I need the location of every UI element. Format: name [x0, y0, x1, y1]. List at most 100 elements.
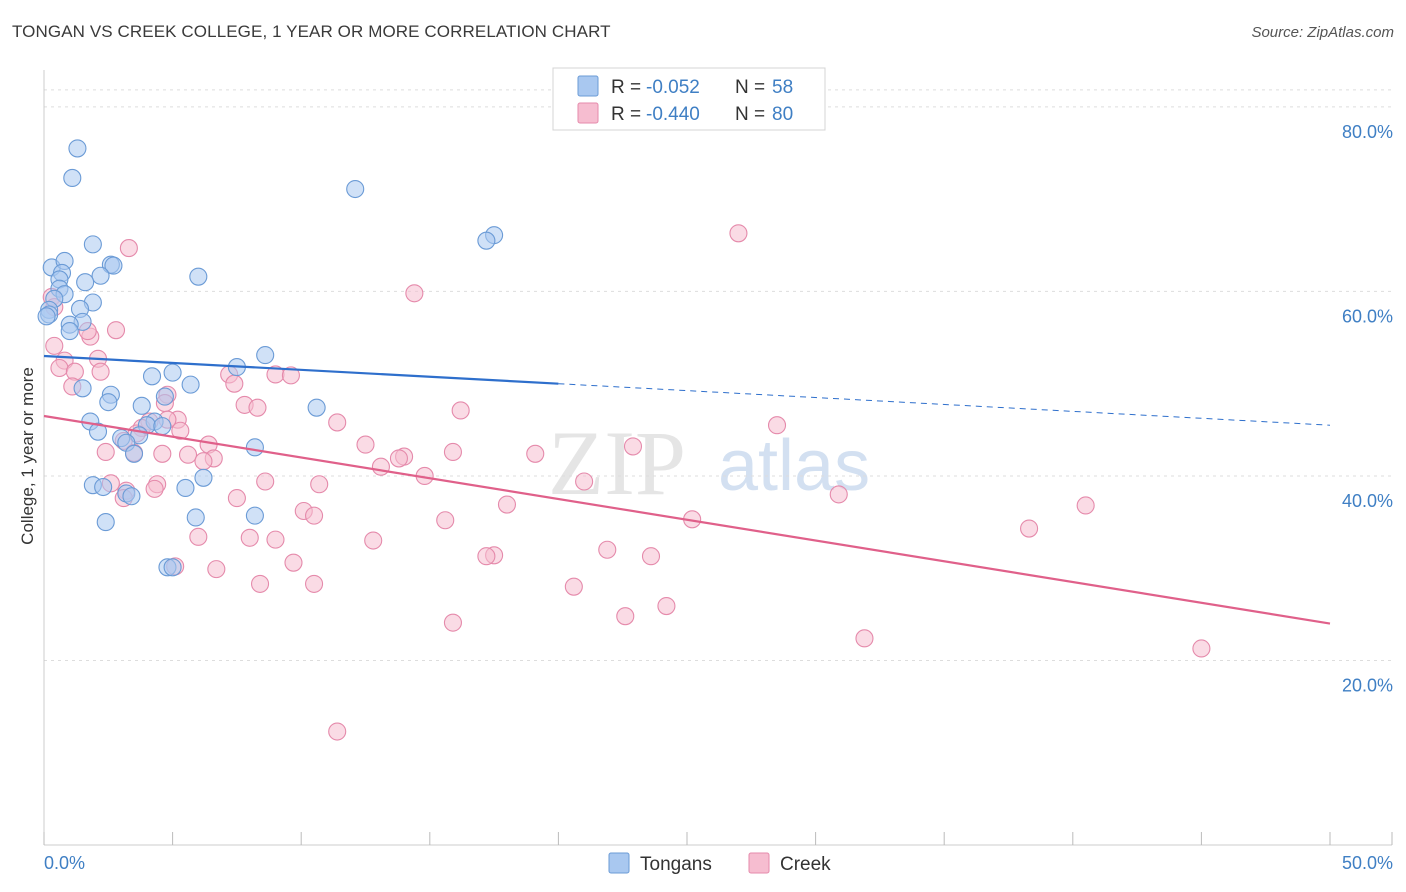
watermark-zip: ZIP — [548, 412, 686, 514]
point-tongans-41 — [88, 422, 108, 441]
y-tick-label-80: 80.0% — [1342, 122, 1393, 142]
point-tongans-9 — [104, 256, 123, 275]
legend-bottom-label-tongans: Tongans — [640, 854, 712, 875]
y-tick-label-40: 40.0% — [1342, 491, 1393, 511]
point-tongans-4 — [477, 231, 496, 250]
point-creek-59 — [1076, 496, 1095, 515]
legend-n-label-creek: N = — [735, 104, 765, 125]
legend-r-label-creek: R = — [611, 104, 641, 125]
y-tick-label-20: 20.0% — [1342, 675, 1393, 695]
legend-n-value-creek: 80 — [772, 104, 793, 125]
point-creek-34 — [356, 435, 375, 454]
point-tongans-13 — [189, 267, 208, 286]
point-creek-83 — [1192, 639, 1211, 658]
point-tongans-35 — [132, 396, 151, 415]
point-creek-0 — [729, 224, 748, 243]
point-tongans-50 — [176, 478, 195, 497]
point-tongans-40 — [153, 417, 172, 436]
trend-line-tongans-extrapolated — [558, 383, 1331, 426]
point-tongans-12 — [91, 266, 110, 285]
point-tongans-22 — [37, 307, 56, 326]
trend-line-tongans — [43, 354, 559, 385]
point-creek-81 — [443, 613, 462, 632]
point-creek-2 — [405, 284, 424, 303]
data-points — [37, 139, 1211, 741]
point-creek-38 — [526, 444, 545, 463]
point-creek-8 — [45, 336, 64, 355]
point-creek-37 — [153, 444, 172, 463]
point-creek-76 — [250, 574, 270, 593]
point-tongans-45 — [245, 438, 264, 457]
point-tongans-46 — [124, 444, 144, 463]
point-creek-61 — [305, 506, 324, 525]
point-creek-73 — [284, 553, 303, 572]
point-creek-36 — [443, 442, 462, 462]
point-tongans-5 — [83, 235, 102, 254]
point-creek-41 — [178, 445, 198, 464]
point-tongans-34 — [99, 393, 118, 412]
point-creek-26 — [328, 413, 347, 432]
point-tongans-1 — [63, 168, 82, 187]
y-axis-title: College, 1 year or more — [18, 367, 37, 545]
watermark: ZIP atlas — [548, 412, 870, 514]
point-creek-48 — [256, 472, 275, 491]
point-creek-17 — [225, 374, 244, 393]
point-tongans-36 — [307, 398, 326, 417]
point-creek-55 — [829, 485, 848, 504]
point-creek-82 — [855, 629, 874, 648]
point-tongans-49 — [94, 477, 113, 497]
point-creek-75 — [207, 560, 226, 579]
point-tongans-30 — [181, 375, 200, 394]
point-tongans-52 — [122, 487, 141, 506]
point-creek-1 — [119, 239, 138, 258]
series-tongans — [37, 139, 504, 577]
point-creek-84 — [328, 722, 347, 741]
point-creek-35 — [623, 437, 643, 456]
point-tongans-55 — [96, 513, 115, 532]
point-creek-58 — [497, 495, 517, 514]
point-creek-11 — [50, 358, 69, 378]
legend-n-label-tongans: N = — [735, 77, 765, 98]
point-creek-79 — [657, 596, 676, 616]
x-tick-label-50: 50.0% — [1342, 853, 1393, 873]
legend-bottom-swatch-creek — [748, 852, 770, 874]
point-creek-12 — [91, 362, 110, 381]
point-creek-77 — [305, 574, 324, 593]
point-creek-49 — [575, 472, 594, 491]
point-creek-72 — [477, 547, 496, 566]
point-tongans-54 — [245, 506, 264, 525]
point-creek-70 — [641, 547, 661, 566]
point-creek-53 — [145, 479, 164, 498]
axes: 0.0% 50.0% — [43, 70, 1393, 873]
point-creek-66 — [189, 527, 208, 546]
point-creek-45 — [194, 452, 213, 471]
point-creek-80 — [616, 607, 635, 626]
legend-swatch-tongans — [577, 75, 599, 97]
legend-r-value-tongans: -0.052 — [646, 77, 700, 98]
point-tongans-25 — [60, 322, 79, 341]
point-creek-30 — [171, 421, 190, 440]
legend-bottom-label-creek: Creek — [780, 854, 831, 875]
point-creek-39 — [96, 442, 115, 462]
point-creek-16 — [281, 366, 300, 385]
y-tick-label-60: 60.0% — [1342, 306, 1393, 326]
legend-n-value-tongans: 58 — [772, 77, 793, 98]
point-creek-28 — [767, 416, 787, 435]
point-creek-5 — [106, 321, 126, 340]
point-creek-64 — [1020, 519, 1039, 538]
legend-stats: R = -0.052 N = 58 R = -0.440 N = 80 — [552, 67, 826, 131]
legend-r-label-tongans: R = — [611, 77, 641, 98]
point-creek-43 — [389, 449, 408, 468]
point-tongans-2 — [346, 179, 365, 199]
point-tongans-0 — [68, 139, 87, 158]
legend-swatch-creek — [577, 102, 599, 124]
source-credit: Source: ZipAtlas.com — [1251, 24, 1394, 41]
legend-series: Tongans Creek — [608, 852, 831, 875]
point-tongans-33 — [155, 387, 174, 406]
point-creek-22 — [248, 398, 267, 417]
point-creek-56 — [227, 489, 246, 508]
point-tongans-53 — [186, 508, 205, 527]
point-creek-50 — [310, 475, 329, 494]
point-creek-23 — [451, 401, 470, 420]
